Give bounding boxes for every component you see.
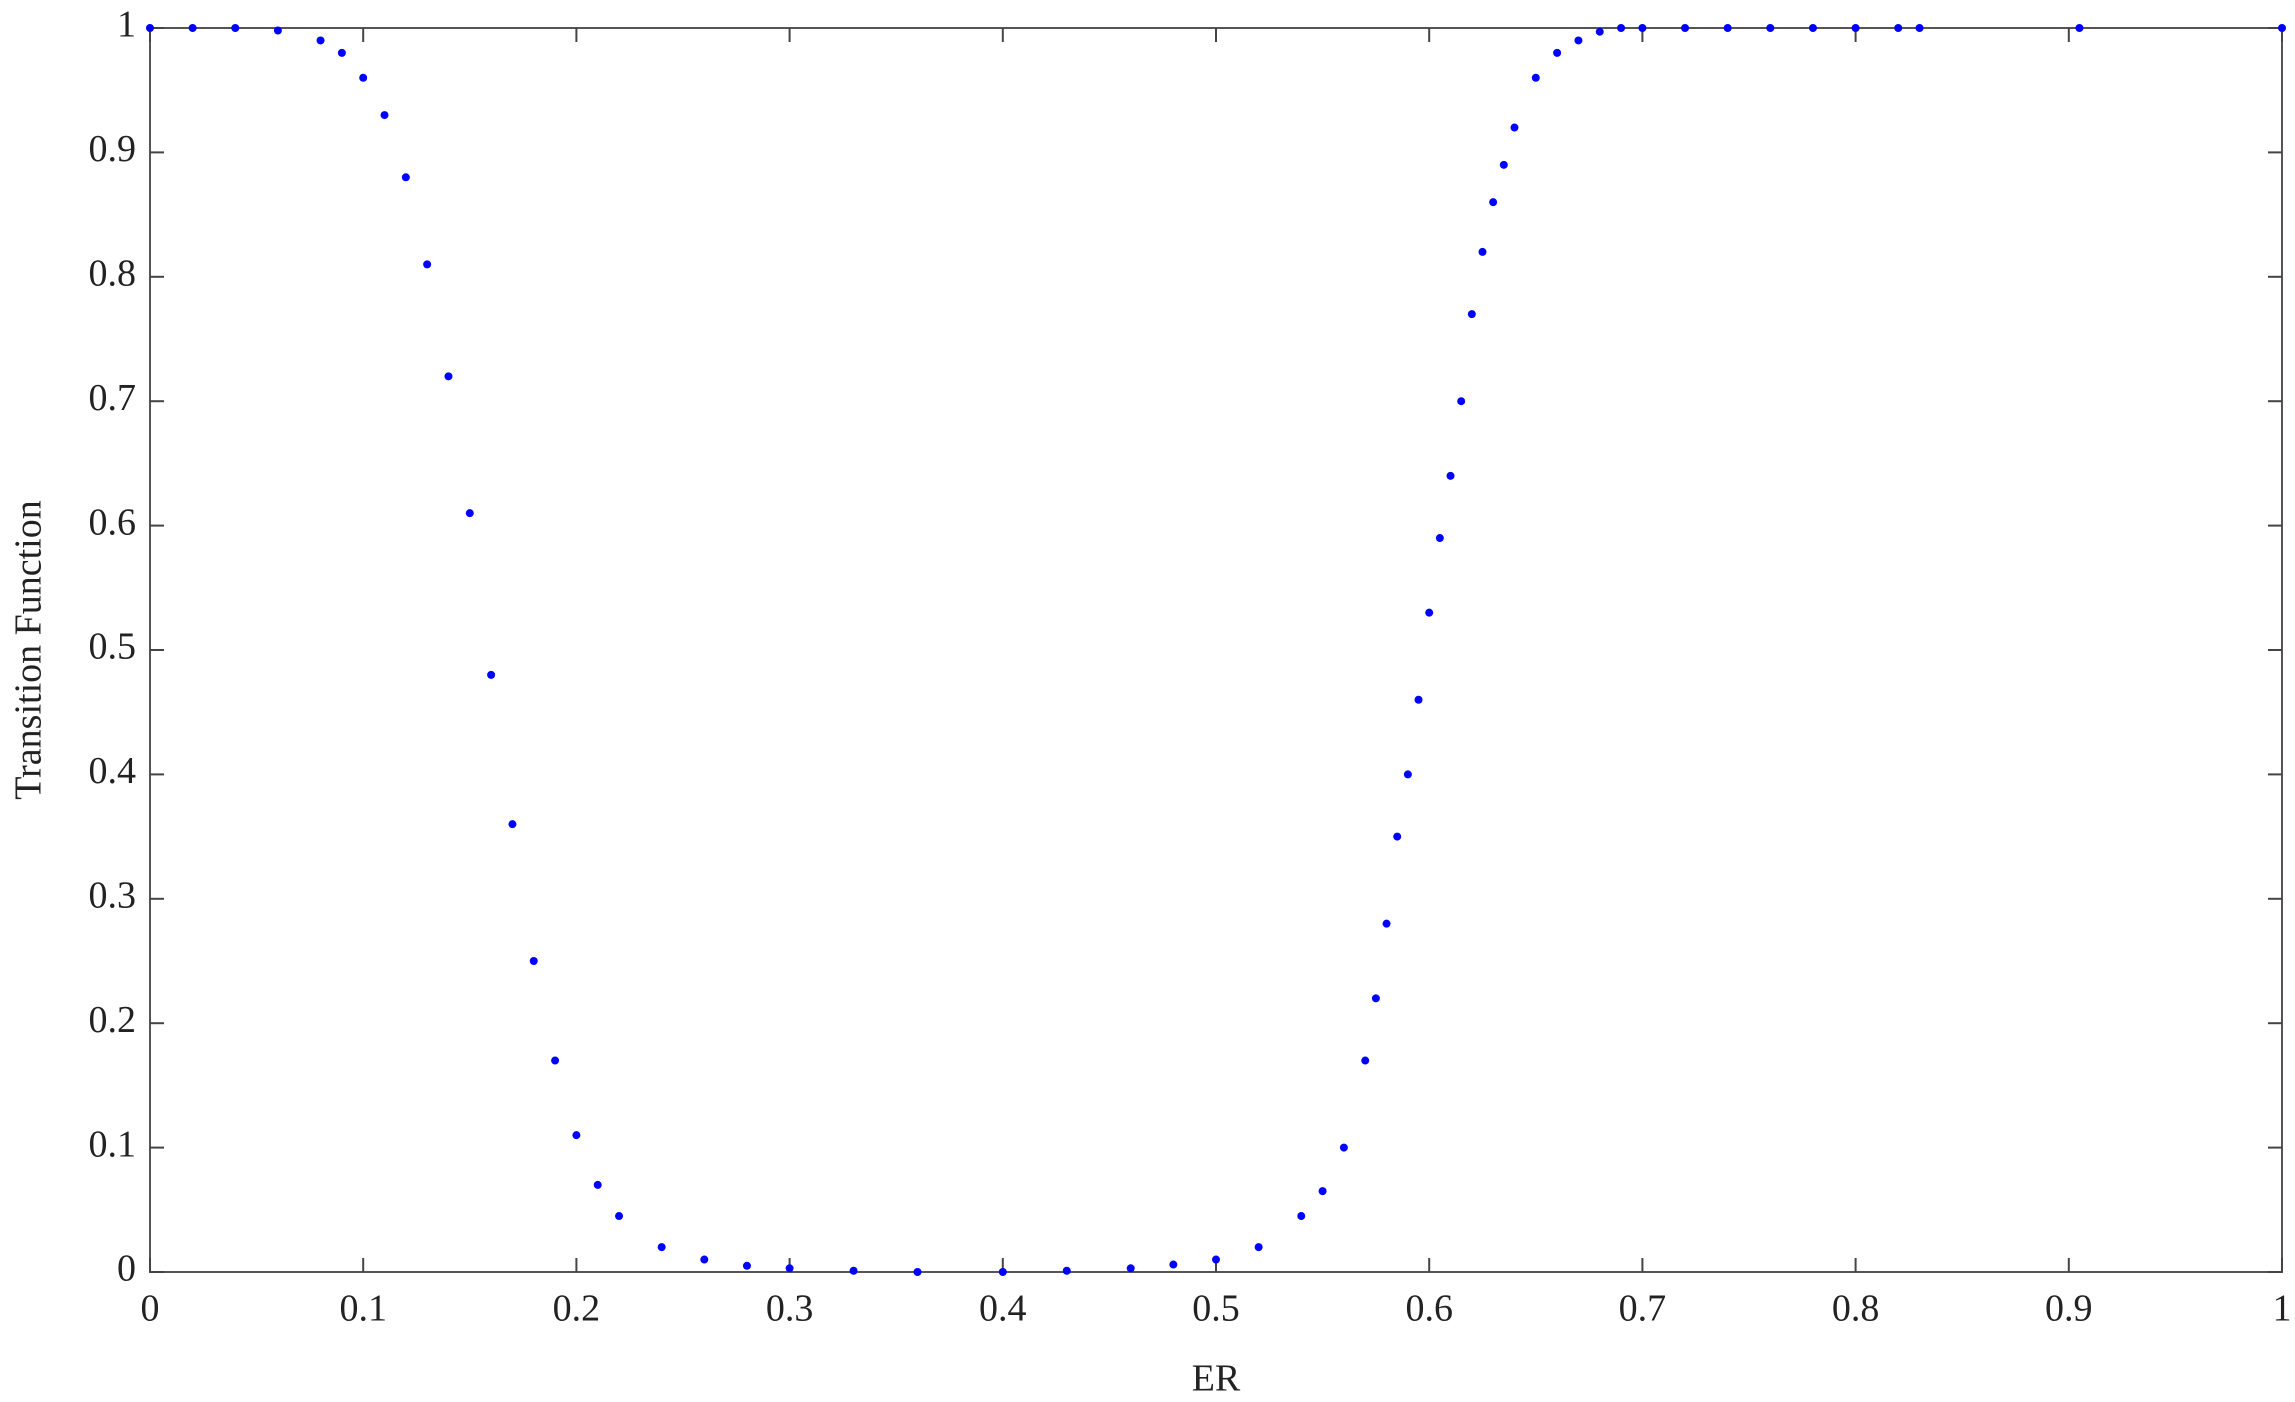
point — [742, 1261, 751, 1270]
point — [337, 48, 346, 57]
point — [444, 372, 453, 381]
y-tick-label: 0.5 — [89, 626, 137, 668]
point — [1531, 73, 1540, 82]
y-tick-label: 0.1 — [89, 1123, 137, 1165]
point — [1382, 919, 1391, 928]
point — [913, 1268, 922, 1276]
point — [1297, 1212, 1306, 1221]
point — [1062, 1266, 1071, 1275]
x-tick-label: 0.9 — [2045, 1288, 2093, 1330]
point — [1403, 770, 1412, 779]
x-tick-label: 0.1 — [339, 1288, 387, 1330]
point — [1894, 24, 1903, 32]
point — [1414, 695, 1423, 704]
point — [188, 24, 197, 32]
y-tick-label: 0.9 — [89, 128, 137, 170]
point — [1126, 1264, 1135, 1273]
y-tick-label: 0.8 — [89, 253, 137, 295]
point — [1808, 24, 1817, 32]
point — [1638, 24, 1647, 32]
point — [1425, 608, 1434, 617]
point — [1489, 198, 1498, 207]
point — [551, 1056, 560, 1065]
point — [2075, 24, 2084, 32]
point — [1617, 24, 1626, 32]
point — [2278, 24, 2286, 32]
point — [1318, 1187, 1327, 1196]
y-tick-label: 0.3 — [89, 875, 137, 917]
point — [700, 1255, 709, 1264]
point — [487, 670, 496, 679]
point — [1595, 27, 1604, 36]
point — [1371, 994, 1380, 1003]
plot-frame — [149, 27, 2283, 1273]
point — [380, 111, 389, 120]
x-tick-label: 1 — [2273, 1288, 2292, 1330]
point — [423, 260, 432, 269]
point — [593, 1180, 602, 1189]
point — [401, 173, 410, 182]
point — [1435, 534, 1444, 543]
point — [1169, 1260, 1178, 1269]
x-tick-label: 0.5 — [1192, 1288, 1240, 1330]
point — [1499, 160, 1508, 169]
y-tick-label: 0.2 — [89, 999, 137, 1041]
point — [1574, 36, 1583, 45]
point — [849, 1266, 858, 1275]
point — [1766, 24, 1775, 32]
x-tick-label: 0 — [141, 1288, 160, 1330]
x-tick-label: 0.4 — [979, 1288, 1027, 1330]
point — [657, 1243, 666, 1252]
x-axis-label: ER — [1192, 1358, 1241, 1400]
point — [1510, 123, 1519, 132]
point — [1446, 471, 1455, 480]
point — [316, 36, 325, 45]
y-tick-label: 0.7 — [89, 377, 137, 419]
point — [1915, 24, 1924, 32]
point — [572, 1131, 581, 1140]
point — [1393, 832, 1402, 841]
point — [1254, 1243, 1263, 1252]
point — [508, 820, 517, 829]
x-tick-label: 0.6 — [1405, 1288, 1453, 1330]
point — [1457, 397, 1466, 406]
x-tick-label: 0.8 — [1832, 1288, 1880, 1330]
y-tick-label: 0.6 — [89, 501, 137, 543]
point — [615, 1212, 624, 1221]
point — [1681, 24, 1690, 32]
point — [1212, 1255, 1220, 1264]
x-tick-label: 0.2 — [553, 1288, 601, 1330]
point — [359, 73, 368, 82]
point — [146, 24, 154, 32]
point — [231, 24, 240, 32]
x-tick-label: 0.7 — [1619, 1288, 1667, 1330]
point — [529, 957, 538, 965]
point — [1553, 48, 1562, 57]
x-tick-label: 0.3 — [766, 1288, 814, 1330]
point — [465, 509, 474, 518]
y-tick-label: 0.4 — [89, 750, 137, 792]
point — [1361, 1056, 1370, 1065]
point — [1339, 1143, 1348, 1152]
y-tick-label: 1 — [117, 4, 136, 46]
point — [1851, 24, 1860, 32]
point — [1467, 310, 1476, 319]
point — [998, 1268, 1007, 1276]
point — [785, 1264, 794, 1273]
point — [1478, 247, 1487, 256]
y-tick-label: 0 — [117, 1248, 136, 1290]
point — [1723, 24, 1732, 32]
point — [273, 26, 282, 35]
y-axis-label: Transition Function — [8, 500, 50, 799]
